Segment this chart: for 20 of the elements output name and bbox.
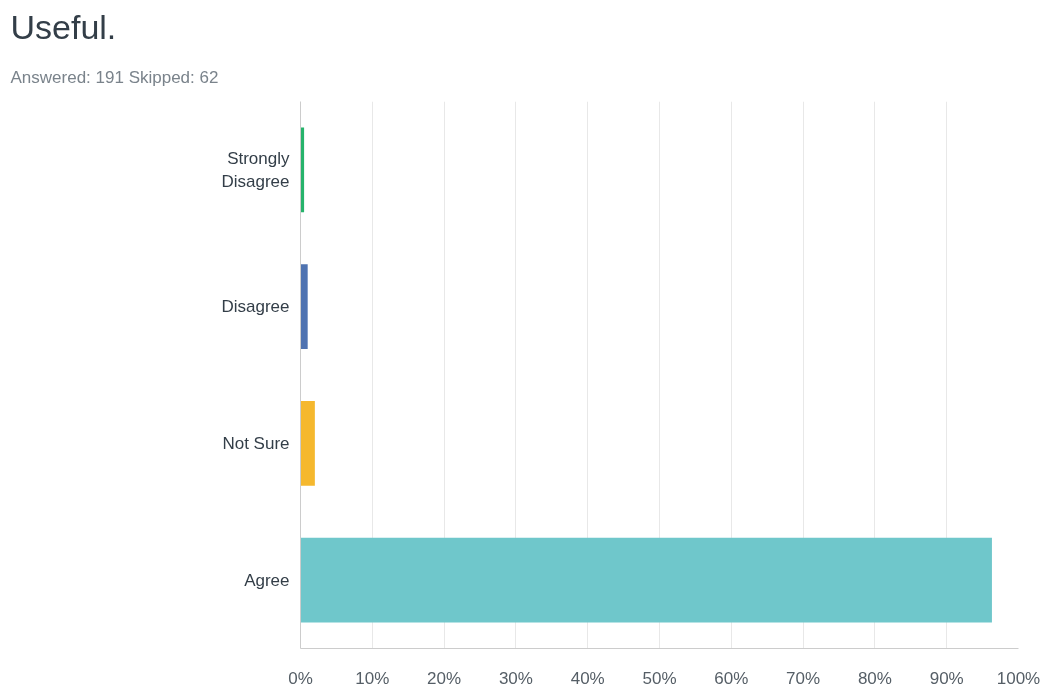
- x-tick-label: 50%: [642, 668, 677, 688]
- x-tick-label: 70%: [786, 668, 821, 688]
- x-tick-label: 0%: [288, 668, 313, 688]
- chart-title: Useful.: [10, 7, 117, 46]
- y-tick-label: Disagree: [221, 297, 290, 317]
- x-tick-label: 30%: [498, 668, 533, 688]
- x-tick-label: 80%: [857, 668, 892, 688]
- y-tick-label: Not Sure: [222, 433, 290, 453]
- bar: [300, 537, 992, 623]
- x-tick-label: 100%: [996, 668, 1041, 688]
- text: Answered: 191 Skipped: 62: [10, 67, 219, 87]
- x-tick-label: 40%: [570, 668, 605, 688]
- y-tick-label: Strongly Disagree: [221, 148, 290, 191]
- x-tick-label: 90%: [929, 668, 964, 688]
- x-tick-label: 10%: [355, 668, 390, 688]
- bar: [300, 400, 315, 486]
- bar: [300, 264, 308, 350]
- x-tick-label: 20%: [427, 668, 462, 688]
- x-tick-label: 60%: [714, 668, 749, 688]
- y-tick-label: Agree: [244, 570, 290, 590]
